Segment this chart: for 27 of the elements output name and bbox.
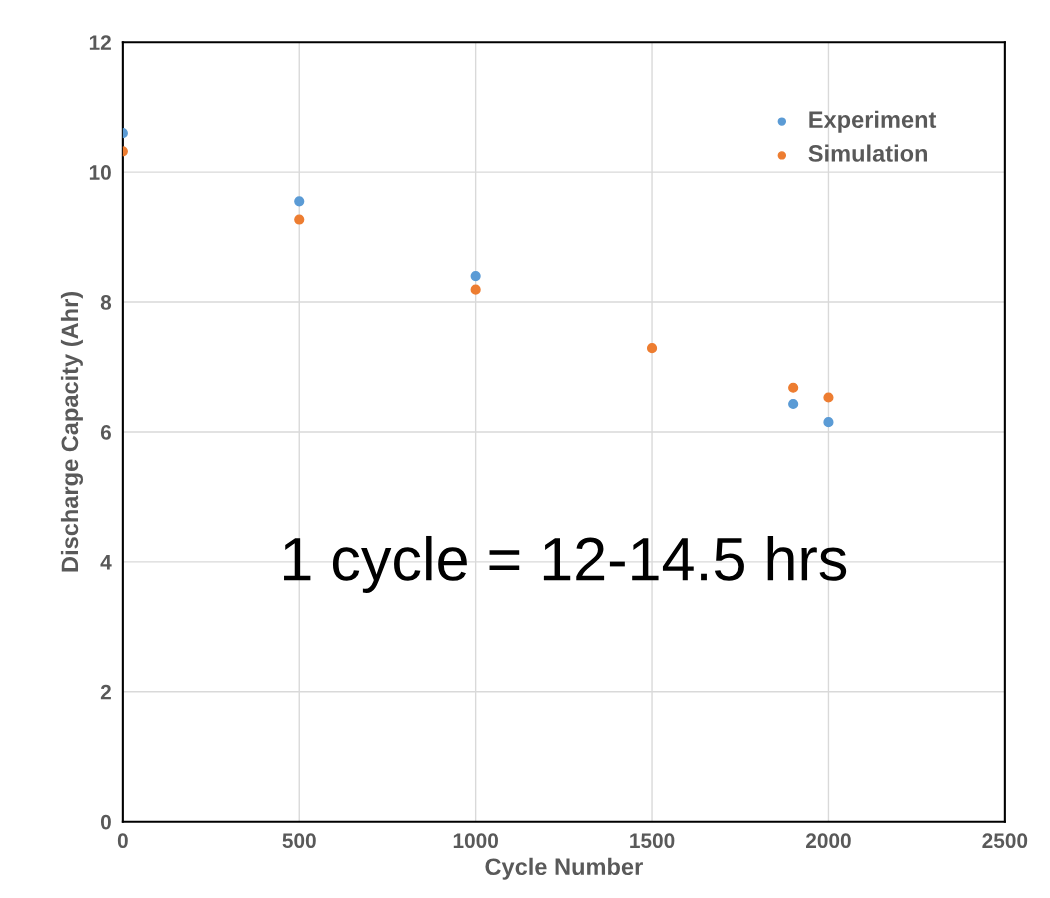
x-tick-label: 500: [282, 833, 316, 849]
y-tick-label: 4: [100, 555, 112, 570]
legend-label: Experiment: [809, 110, 937, 133]
annotation: 1 cycle = 12-14.5 hrs: [284, 535, 847, 593]
y-tick-label: 12: [89, 35, 111, 50]
y-axis-title: Discharge Capacity (Ahr): [60, 292, 84, 572]
x-axis-title: Cycle Number: [485, 857, 643, 880]
y-tick-label: 10: [89, 165, 111, 180]
point: [470, 270, 481, 282]
y-tick-label: 0: [100, 814, 111, 830]
x-tick-label: 2500: [982, 833, 1028, 849]
point: [294, 196, 305, 207]
x-tick-label: 0: [117, 833, 128, 849]
legend-label: Simulation: [808, 144, 928, 162]
y-tick-label: 2: [100, 684, 111, 700]
point: [646, 343, 658, 354]
point: [823, 392, 834, 403]
point: [788, 398, 799, 410]
y-tick-label: 6: [100, 424, 111, 440]
point: [294, 214, 305, 225]
point: [788, 382, 799, 393]
point: [470, 284, 481, 295]
point: [823, 417, 834, 428]
y-tick-label: 8: [100, 295, 112, 310]
x-tick-label: 1000: [453, 833, 498, 849]
x-tick-label: 1500: [630, 833, 675, 849]
x-tick-label: 2000: [806, 833, 851, 849]
